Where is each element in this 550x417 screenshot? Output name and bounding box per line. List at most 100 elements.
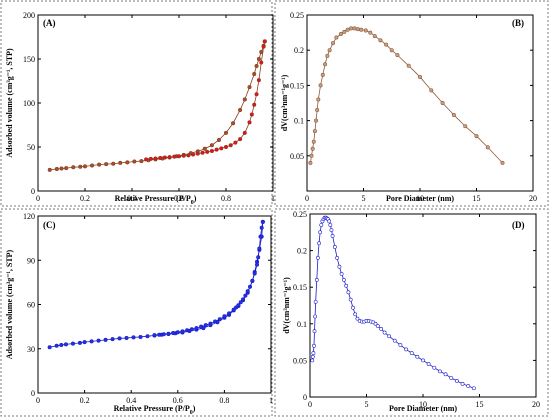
data-point bbox=[177, 154, 182, 159]
data-point bbox=[256, 255, 261, 260]
data-point bbox=[318, 230, 323, 235]
y-tick-label: 100 bbox=[23, 99, 35, 108]
data-point bbox=[308, 160, 313, 165]
x-tick-label: 0 bbox=[36, 194, 40, 203]
data-point bbox=[213, 319, 218, 324]
data-point bbox=[341, 277, 346, 282]
panel-frame bbox=[274, 0, 549, 207]
data-point bbox=[252, 71, 257, 76]
y-tick-label: 0.25 bbox=[290, 11, 304, 20]
data-point bbox=[415, 354, 420, 359]
x-tick-label: 5 bbox=[362, 194, 366, 203]
data-point bbox=[392, 338, 397, 343]
y-tick-label: 150 bbox=[23, 55, 35, 64]
plot-area bbox=[306, 14, 534, 192]
data-point bbox=[313, 314, 317, 319]
data-point bbox=[138, 334, 143, 339]
data-point bbox=[236, 303, 241, 308]
data-point bbox=[167, 155, 172, 160]
data-point bbox=[64, 166, 69, 171]
data-point bbox=[443, 372, 448, 377]
data-point bbox=[449, 376, 454, 380]
data-point bbox=[355, 27, 360, 32]
y-tick-label: 0.25 bbox=[293, 210, 307, 219]
x-axis-title-sub: 0 bbox=[190, 410, 193, 416]
plot-area bbox=[37, 14, 274, 192]
data-point bbox=[315, 108, 320, 113]
data-point bbox=[378, 38, 383, 43]
x-tick-label: 0 bbox=[305, 194, 309, 203]
data-point bbox=[231, 307, 236, 312]
y-tick-label: 0 bbox=[31, 389, 35, 398]
x-tick-label: 5 bbox=[365, 400, 369, 409]
data-point bbox=[70, 341, 75, 346]
data-point bbox=[254, 92, 259, 97]
data-point bbox=[312, 329, 317, 334]
data-point bbox=[231, 121, 236, 126]
data-point bbox=[359, 27, 364, 32]
data-point bbox=[355, 316, 360, 321]
x-tick-label: 20 bbox=[532, 400, 540, 409]
data-point bbox=[432, 365, 437, 370]
data-point bbox=[195, 151, 200, 156]
data-point bbox=[346, 290, 351, 295]
data-point bbox=[348, 297, 353, 302]
data-point bbox=[234, 305, 239, 310]
data-point bbox=[227, 311, 232, 316]
data-point bbox=[89, 339, 94, 344]
data-point bbox=[398, 343, 403, 347]
data-point bbox=[429, 88, 434, 93]
data-point bbox=[421, 358, 425, 363]
data-point bbox=[83, 164, 88, 169]
data-point bbox=[332, 245, 337, 249]
series-line bbox=[309, 27, 503, 164]
data-point bbox=[124, 335, 129, 340]
data-point bbox=[82, 340, 87, 345]
data-point bbox=[474, 134, 479, 139]
data-point bbox=[259, 225, 264, 230]
data-point bbox=[248, 284, 253, 289]
panel-B: 0 5 10 15 20 0.05 0.1 0.15 0.2 0.25 Pore Diameter … bbox=[274, 0, 549, 207]
data-point bbox=[338, 32, 343, 37]
data-point bbox=[118, 160, 123, 165]
data-point bbox=[110, 337, 115, 342]
data-point bbox=[172, 154, 177, 159]
data-point bbox=[228, 143, 233, 148]
data-point bbox=[233, 140, 238, 145]
data-point bbox=[247, 85, 252, 90]
data-point bbox=[460, 381, 465, 386]
data-point bbox=[152, 333, 157, 338]
data-point bbox=[247, 120, 252, 125]
data-point bbox=[352, 26, 357, 31]
data-point bbox=[54, 343, 59, 348]
data-point bbox=[224, 145, 229, 150]
data-point bbox=[372, 34, 377, 39]
data-point bbox=[389, 48, 394, 53]
data-point bbox=[258, 234, 263, 239]
panel-label: (B) bbox=[512, 18, 524, 28]
data-point bbox=[259, 60, 264, 65]
data-point bbox=[379, 327, 384, 331]
y-tick-label: 120 bbox=[23, 212, 35, 221]
data-point bbox=[242, 97, 247, 102]
data-point bbox=[71, 165, 76, 170]
x-axis-title: Pore Diameter (nm) bbox=[389, 404, 457, 413]
data-point bbox=[314, 277, 319, 282]
data-point bbox=[311, 139, 316, 144]
data-point bbox=[363, 28, 368, 33]
panel-label: (A) bbox=[43, 18, 56, 28]
data-point bbox=[208, 321, 213, 326]
plot-area bbox=[309, 213, 537, 398]
x-tick-label: 1 bbox=[269, 396, 273, 405]
data-point bbox=[426, 362, 431, 366]
data-point bbox=[342, 29, 347, 34]
data-point bbox=[90, 163, 95, 168]
data-point bbox=[47, 167, 52, 172]
x-axis-title-sub: 0 bbox=[191, 200, 194, 206]
data-point bbox=[451, 112, 456, 117]
data-point bbox=[353, 312, 358, 317]
data-point bbox=[345, 27, 350, 32]
panel-frame bbox=[0, 208, 273, 417]
data-point bbox=[313, 299, 318, 304]
